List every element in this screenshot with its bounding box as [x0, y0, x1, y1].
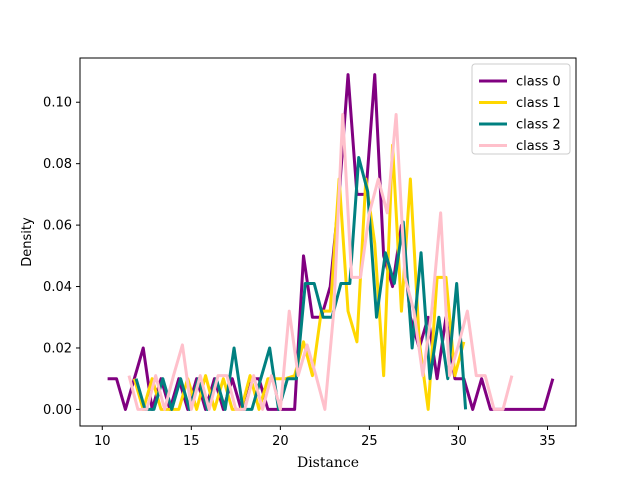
y-axis-title: Density — [20, 217, 35, 267]
y-tick-label: 0.10 — [43, 96, 72, 111]
legend-box — [471, 63, 571, 155]
x-tick-label: 20 — [272, 434, 289, 449]
y-axis: 0.00 0.02 0.04 0.06 0.08 0.10 — [43, 96, 80, 418]
y-tick-label: 0.02 — [43, 341, 72, 356]
series-layer — [107, 73, 555, 411]
x-axis-title: Distance — [297, 455, 359, 471]
legend-label-class-2: class 2 — [516, 118, 561, 133]
legend: class 0 class 1 class 2 class 3 — [471, 63, 571, 155]
y-tick-label: 0.06 — [43, 219, 72, 234]
x-axis: 10 15 20 25 30 35 — [94, 426, 556, 449]
x-tick-label: 30 — [450, 434, 467, 449]
y-tick-label: 0.00 — [43, 403, 72, 418]
legend-label-class-0: class 0 — [516, 75, 561, 90]
legend-label-class-3: class 3 — [516, 139, 561, 154]
series-line-class-3 — [127, 113, 514, 411]
y-tick-label: 0.08 — [43, 157, 72, 172]
y-tick-label: 0.04 — [43, 280, 72, 295]
plot-frame — [79, 57, 577, 427]
x-tick-label: 15 — [183, 434, 200, 449]
legend-label-class-1: class 1 — [516, 96, 561, 111]
x-tick-label: 35 — [539, 434, 556, 449]
x-tick-label: 25 — [361, 434, 378, 449]
x-tick-label: 10 — [94, 434, 111, 449]
series-line-class-0 — [107, 73, 555, 411]
